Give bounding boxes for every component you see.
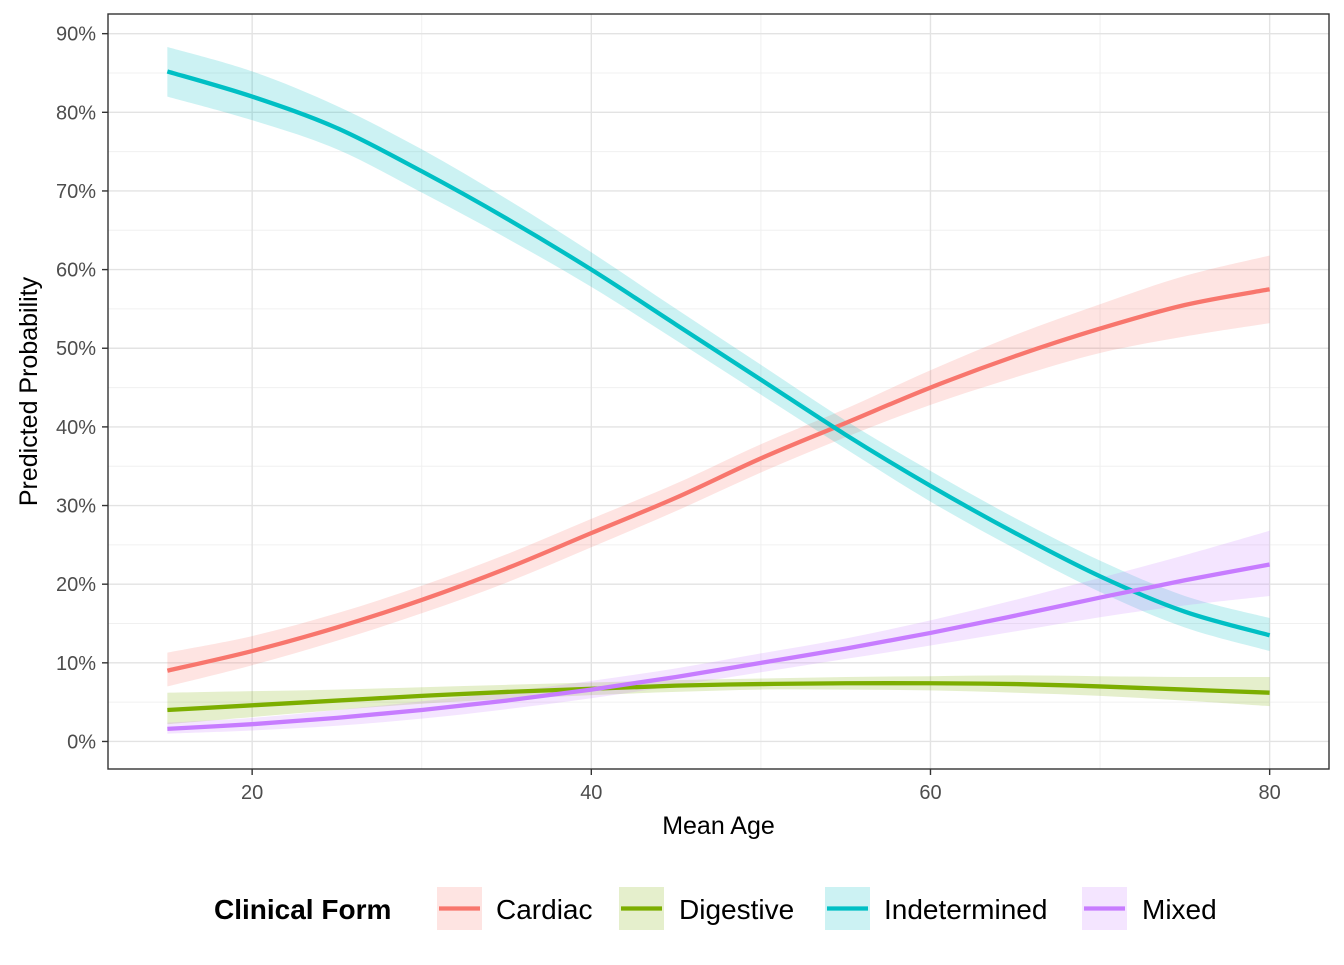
legend-title: Clinical Form <box>214 894 391 925</box>
y-tick-label: 40% <box>56 417 96 439</box>
x-axis-title: Mean Age <box>662 812 775 840</box>
y-tick-label: 80% <box>56 102 96 124</box>
series-lines <box>166 69 1271 732</box>
y-tick-label: 60% <box>56 260 96 282</box>
ribbon-indetermined <box>167 47 1270 652</box>
x-tick-label: 60 <box>919 782 941 804</box>
x-tick-label: 20 <box>241 782 263 804</box>
line-mixed <box>167 562 1271 732</box>
y-tick-label: 50% <box>56 338 96 360</box>
legend-label-indetermined: Indetermined <box>884 894 1047 925</box>
legend: Clinical Form Cardiac Digestive Indetermin… <box>214 887 1217 930</box>
y-tick-label: 90% <box>56 24 96 46</box>
legend-label-cardiac: Cardiac <box>496 894 592 925</box>
y-tick-label: 0% <box>67 731 96 753</box>
line-indetermined <box>166 69 1271 638</box>
grid <box>108 14 1329 769</box>
axes: 20 40 60 80 0% 10% 20% 30% 40% 50% 60% 70% 80% 90% <box>56 24 1281 804</box>
y-tick-label: 10% <box>56 653 96 675</box>
panel-border <box>107 13 1330 770</box>
legend-label-mixed: Mixed <box>1142 894 1217 925</box>
y-tick-label: 30% <box>56 496 96 518</box>
legend-label-digestive: Digestive <box>679 894 794 925</box>
line-digestive <box>167 681 1270 713</box>
x-tick-label: 40 <box>580 782 602 804</box>
y-tick-label: 20% <box>56 574 96 596</box>
y-axis-title: Predicted Probability <box>15 276 43 506</box>
x-tick-label: 80 <box>1259 782 1281 804</box>
line-cardiac <box>166 287 1271 673</box>
ribbon-digestive <box>167 675 1270 725</box>
y-tick-label: 70% <box>56 181 96 203</box>
